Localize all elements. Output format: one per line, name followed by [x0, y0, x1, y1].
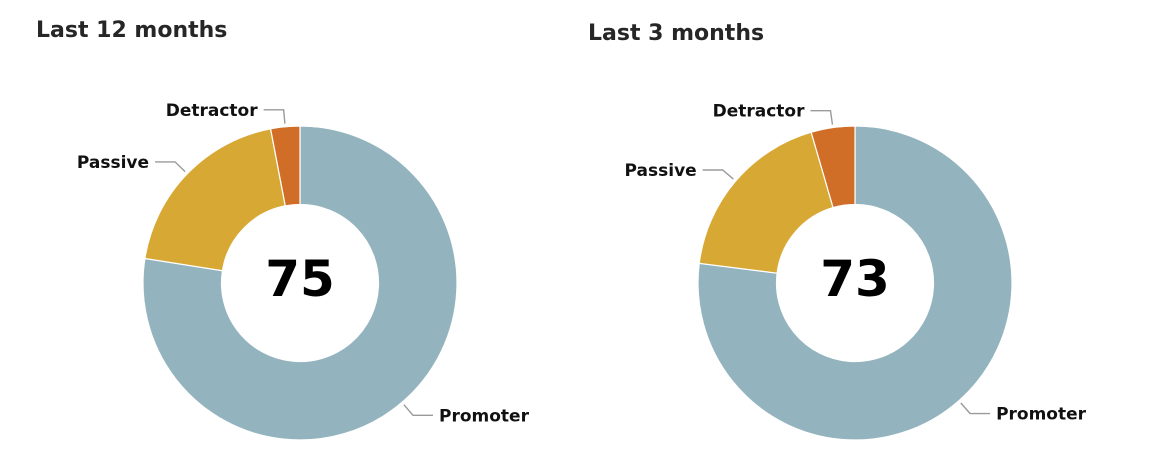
donut-slices [142, 125, 458, 441]
slice-passive [698, 131, 834, 274]
score-value: 73 [820, 250, 890, 308]
label-promoter: Promoter [439, 406, 530, 426]
leader-line-detractor [263, 109, 286, 124]
slice-detractor [810, 125, 856, 209]
slice-promoter [697, 125, 1013, 441]
donut-chart-12-months: Last 12 months PromoterPassiveDetractor … [36, 18, 530, 441]
donut-slices [697, 125, 1013, 441]
leader-line-promoter [960, 402, 991, 415]
label-passive: Passive [625, 161, 697, 181]
label-passive: Passive [77, 153, 149, 173]
chart-panel-3-months: Last 3 months Promoter Passive Detractor 7… [576, 0, 1152, 463]
chart-title: Last 12 months [36, 18, 227, 43]
slice-detractor [269, 125, 301, 207]
leader-line-passive [155, 161, 186, 173]
label-detractor: Detractor [166, 101, 259, 121]
label-detractor: Detractor [713, 102, 806, 122]
slice-promoter [142, 125, 458, 441]
label-promoter: Promoter [996, 405, 1087, 425]
leader-line-promoter [403, 404, 434, 417]
slice-passive [144, 128, 286, 272]
leader-line-detractor [810, 110, 834, 125]
slice-labels: Promoter Passive Detractor [625, 102, 1087, 425]
leader-line-passive [702, 169, 734, 180]
chart-panel-12-months: Last 12 months Promoter Passive Detractor … [0, 0, 576, 463]
score-value: 75 [265, 250, 335, 308]
slice-labels: Promoter Passive Detractor [77, 101, 530, 427]
chart-title: Last 3 months [588, 21, 764, 46]
donut-chart-3-months: Last 3 months Promoter Passive Detractor 7… [588, 21, 1087, 441]
